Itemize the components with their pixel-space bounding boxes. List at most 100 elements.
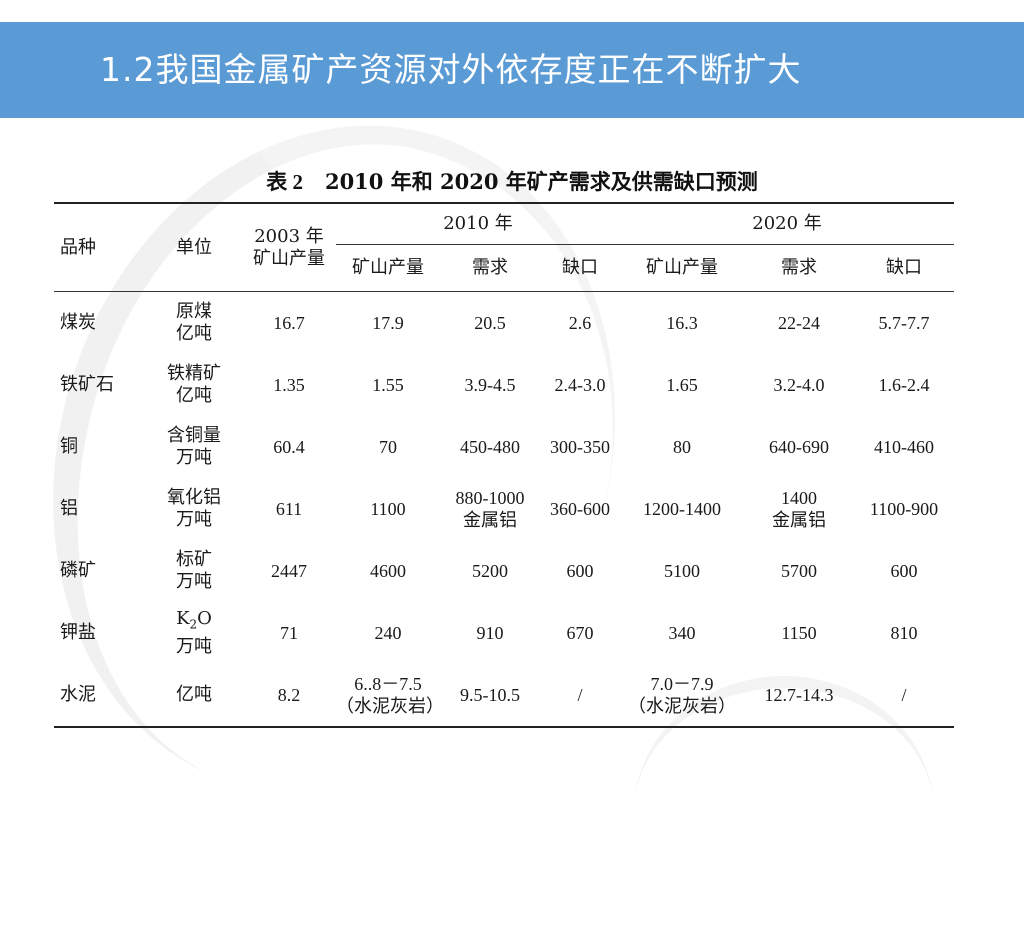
cell-2010-gap: 300-350 xyxy=(550,437,610,457)
cell-unit-line2: 万吨 xyxy=(176,635,212,657)
cell-2003-output: 1.35 xyxy=(273,375,305,395)
cell-unit-line1: 原煤 xyxy=(176,301,212,322)
cell-2020-output: 16.3 xyxy=(666,313,698,333)
cell-2010-demand: 910 xyxy=(476,623,504,643)
cell-2010-demand: 20.5 xyxy=(474,313,506,333)
cell-unit: 原煤 亿吨 xyxy=(146,292,242,355)
cell-2010-gap: 600 xyxy=(566,561,594,581)
cell-2010-gap: 2.6 xyxy=(568,313,592,333)
cell-2020-output-value: 7.0－7.9 xyxy=(650,674,714,694)
cell-2020-gap: 1.6-2.4 xyxy=(878,375,930,395)
cell-2010-output: 70 xyxy=(379,437,397,457)
header-2003-label: 矿山产量 xyxy=(253,247,325,269)
cell-2010-demand: 3.9-4.5 xyxy=(464,375,516,395)
cell-unit: 氧化铝 万吨 xyxy=(146,478,242,540)
cell-2020-gap: / xyxy=(854,664,955,728)
cell-2010-gap: / xyxy=(540,664,621,728)
cell-unit-line1: 氧化铝 xyxy=(167,487,221,508)
cell-variety: 煤炭 xyxy=(60,312,96,333)
header-2020-demand: 需求 xyxy=(744,244,855,292)
cell-2020-output: 7.0－7.9 （水泥灰岩） xyxy=(620,664,745,728)
cell-2010-output: 4600 xyxy=(370,561,406,581)
header-2010-output: 矿山产量 xyxy=(336,244,440,292)
cell-unit-line1: 铁精矿 xyxy=(167,363,221,384)
cell-2020-demand: 1400 金属铝 xyxy=(744,478,854,540)
formula-o: O xyxy=(197,608,212,630)
cell-2020-output: 5100 xyxy=(664,561,701,581)
cell-2020-demand: 12.7-14.3 xyxy=(744,664,855,728)
table-caption-text: 2010 年和 2020 年矿产需求及供需缺口预测 xyxy=(324,169,758,194)
cell-2010-output: 1.55 xyxy=(372,375,404,395)
cell-2020-output: 80 xyxy=(673,437,692,457)
header-unit: 单位 xyxy=(146,202,242,292)
header-2010-gap: 缺口 xyxy=(540,244,621,292)
cell-2020-output: 1200-1400 xyxy=(643,499,722,519)
cell-2010-output-note: （水泥灰岩） xyxy=(336,696,444,716)
slide-header-bar: 1.2我国金属矿产资源对外依存度正在不断扩大 xyxy=(0,22,1024,118)
cell-2003-output: 71 xyxy=(280,623,298,643)
cell-unit-line2: 万吨 xyxy=(176,447,212,468)
table-row-coal: 煤炭 原煤 亿吨 16.7 17.9 20.5 2.6 16.3 22-24 5.… xyxy=(54,292,954,355)
cell-variety: 铝 xyxy=(60,498,78,519)
header-2003-year: 2003 年 xyxy=(254,225,324,247)
cell-2020-gap: 810 xyxy=(890,623,918,643)
cell-2020-demand: 22-24 xyxy=(778,313,821,333)
cell-2003-output: 60.4 xyxy=(273,437,305,457)
cell-unit-line2: 万吨 xyxy=(176,571,212,592)
cell-2010-output: 17.9 xyxy=(372,313,404,333)
cell-variety: 水泥 xyxy=(54,664,146,728)
cell-unit: 铁精矿 亿吨 xyxy=(146,354,242,416)
cell-2010-gap: 2.4-3.0 xyxy=(554,375,606,395)
table-row-iron-ore: 铁矿石 铁精矿 亿吨 1.35 1.55 3.9-4.5 2.4-3.0 1.65… xyxy=(54,354,954,416)
table-row-aluminum: 铝 氧化铝 万吨 611 1100 880-1000 金属铝 360-600 120… xyxy=(54,478,954,540)
cell-2010-output: 240 xyxy=(374,623,402,643)
cell-2020-demand: 5700 xyxy=(781,561,818,581)
table-row-phosphate: 磷矿 标矿 万吨 2447 4600 5200 600 5100 5700 600 xyxy=(54,540,954,602)
cell-2010-gap: 670 xyxy=(566,623,594,643)
cell-unit: 含铜量 万吨 xyxy=(146,416,242,478)
header-group-2010: 2010 年 xyxy=(336,202,621,245)
cell-2020-output-note: （水泥灰岩） xyxy=(628,696,737,716)
cell-2020-demand: 640-690 xyxy=(769,437,830,457)
cell-2020-gap: 1100-900 xyxy=(869,499,939,519)
table-row-potash: 钾盐 K2O 万吨 71 240 910 670 340 1150 810 xyxy=(54,602,954,664)
cell-unit-line2: 万吨 xyxy=(176,509,212,530)
cell-unit-line2: 亿吨 xyxy=(176,385,212,406)
cell-unit-line1: 含铜量 xyxy=(167,425,221,446)
table-row-cement: 水泥 亿吨 8.2 6..8－7.5 （水泥灰岩） 9.5-10.5 / 7.0－… xyxy=(54,664,955,728)
cell-2020-gap: 5.7-7.7 xyxy=(878,313,930,333)
cell-2020-demand-note: 金属铝 xyxy=(772,510,827,530)
header-2020-gap: 缺口 xyxy=(854,244,955,292)
header-2003-output: 2003 年 矿山产量 xyxy=(242,202,336,292)
cell-2003-output: 8.2 xyxy=(242,664,336,728)
cell-unit: 标矿 万吨 xyxy=(146,540,242,602)
cell-2010-demand: 9.5-10.5 xyxy=(440,664,540,728)
header-2020-output: 矿山产量 xyxy=(620,244,745,292)
cell-2020-demand: 3.2-4.0 xyxy=(773,375,825,395)
slide-title: 1.2我国金属矿产资源对外依存度正在不断扩大 xyxy=(100,50,802,89)
cell-2020-output: 340 xyxy=(668,623,696,643)
cell-2010-demand: 5200 xyxy=(472,561,508,581)
cell-2003-output: 611 xyxy=(275,499,303,519)
table-caption: 表 2 2010 年和 2020 年矿产需求及供需缺口预测 xyxy=(0,166,1024,196)
cell-2003-output: 2447 xyxy=(271,561,307,581)
header-group-2020: 2020 年 xyxy=(620,202,955,245)
cell-2020-gap: 600 xyxy=(890,561,918,581)
cell-variety: 铁矿石 xyxy=(60,374,114,395)
cell-2020-demand-value: 1400 xyxy=(781,488,818,508)
cell-unit-line1: 标矿 xyxy=(176,549,212,570)
cell-variety: 磷矿 xyxy=(60,560,96,581)
cell-unit-formula: K2O xyxy=(146,608,242,636)
cell-variety: 铜 xyxy=(60,436,78,457)
formula-k: K xyxy=(176,608,190,630)
demand-forecast-table: 品种 单位 2003 年 矿山产量 2010 年 2020 年 矿山产量 需求 … xyxy=(54,202,955,728)
table-row-copper: 铜 含铜量 万吨 60.4 70 450-480 300-350 80 640-6… xyxy=(54,416,954,478)
cell-2003-output: 16.7 xyxy=(273,313,305,333)
formula-subscript: 2 xyxy=(189,617,198,632)
cell-2010-output-value: 6..8－7.5 xyxy=(354,674,422,694)
header-2010-demand: 需求 xyxy=(440,244,540,292)
cell-2010-output: 6..8－7.5 （水泥灰岩） xyxy=(336,664,444,728)
cell-2010-gap: 360-600 xyxy=(550,499,610,519)
cell-2010-output: 1100 xyxy=(370,499,406,519)
table-caption-label: 表 2 xyxy=(266,170,303,194)
